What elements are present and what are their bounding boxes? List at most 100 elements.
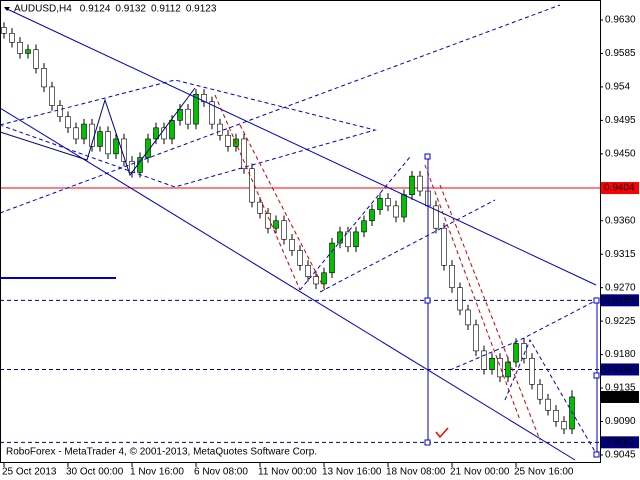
chart-title: AUDUSD,H4 — [14, 4, 72, 15]
candle-body — [505, 361, 511, 378]
channel-line — [319, 199, 496, 293]
candle-body — [73, 127, 79, 140]
x-tick-label: 1 Nov 16:00 — [130, 467, 184, 478]
candle-body — [489, 358, 495, 370]
plot-frame — [0, 0, 601, 463]
candle-body — [305, 265, 311, 277]
candle-body — [273, 220, 279, 229]
zigzag — [0, 87, 196, 177]
candle-body — [417, 175, 423, 192]
candle-body — [169, 120, 175, 140]
footer: RoboForex - MetaTrader 4, © 2001-2013, M… — [6, 447, 317, 458]
candle-body — [9, 33, 15, 43]
candle-body — [465, 309, 471, 326]
candle-body — [473, 324, 479, 352]
anchor — [424, 153, 431, 160]
candle-body — [409, 175, 415, 196]
level-label-bg — [601, 363, 639, 376]
level-label-bg — [601, 182, 639, 195]
red-channel — [239, 124, 326, 291]
candle-body — [249, 168, 255, 203]
candle-body — [25, 49, 31, 54]
trend-line — [0, 107, 576, 461]
y-tick-label: 0.9225 — [605, 316, 636, 327]
y-tick-label: 0.9630 — [605, 15, 636, 26]
candle-body — [441, 227, 447, 266]
candle-body — [393, 205, 399, 218]
candle-body — [57, 105, 63, 117]
candle-body — [457, 287, 463, 311]
candle-body — [41, 68, 47, 88]
candle-body — [217, 123, 223, 136]
y-tick-label: 0.9585 — [605, 48, 636, 59]
candle-body — [225, 134, 231, 147]
candle-body — [377, 198, 383, 210]
overlay: AUDUSD,H4 RoboForex - MetaTrader 4, © 20… — [4, 4, 317, 458]
level-label-bg — [601, 294, 639, 307]
candle-body — [537, 384, 543, 400]
anchor — [593, 372, 600, 379]
x-tick-label: 25 Oct 2013 — [2, 467, 57, 478]
x-tick-label: 25 Nov 16:00 — [514, 467, 574, 478]
candle-body — [481, 350, 487, 370]
anchor — [593, 297, 600, 304]
anchor — [593, 451, 600, 458]
candle-body — [521, 343, 527, 359]
red-channel — [214, 94, 301, 291]
candle-body — [81, 123, 87, 140]
level-label-bg — [601, 436, 639, 449]
candle-body — [17, 42, 23, 54]
candle-body — [329, 242, 335, 274]
x-tick-label: 21 Nov 00:00 — [450, 467, 510, 478]
header-value: 0.9112 — [151, 4, 181, 15]
candle-body — [241, 138, 247, 170]
level-label: 0.9062 — [604, 437, 635, 448]
candle-body — [49, 86, 55, 106]
y-tick-label: 0.9135 — [605, 383, 636, 394]
triangle — [0, 79, 377, 188]
candle-body — [345, 231, 351, 248]
level-label: 0.9253 — [604, 295, 635, 306]
candle-body — [177, 108, 183, 121]
candle-body — [193, 94, 199, 125]
level-label-bg — [601, 390, 639, 403]
menu-arrow — [4, 7, 10, 11]
candle-body — [353, 231, 359, 248]
channel-line — [504, 338, 598, 456]
trend-line — [4, 7, 597, 286]
x-tick-label: 13 Nov 16:00 — [322, 467, 382, 478]
candle-body — [33, 49, 39, 69]
check-mark — [435, 427, 449, 439]
candle-body — [105, 131, 111, 155]
x-tick-label: 18 Nov 08:00 — [386, 467, 446, 478]
y-tick-label: 0.9495 — [605, 115, 636, 126]
y-tick-label: 0.9360 — [605, 215, 636, 226]
candle-body — [297, 250, 303, 266]
candle-body — [369, 209, 375, 222]
x-tick-label: 11 Nov 00:00 — [258, 467, 317, 478]
red-channel — [424, 164, 521, 421]
y-tick-label: 0.9180 — [605, 349, 636, 360]
x-tick-label: 6 Nov 08:00 — [194, 467, 248, 478]
candle-body — [153, 127, 159, 140]
candle-body — [281, 220, 287, 240]
y-tick-label: 0.954 — [605, 82, 630, 93]
candle-body — [97, 131, 103, 147]
channel-line — [449, 299, 598, 371]
candle-body — [401, 194, 407, 218]
candle-body — [449, 265, 455, 288]
y-tick-label: 0.9090 — [605, 416, 636, 427]
y-tick-label: 0.9045 — [605, 450, 636, 461]
candle-body — [553, 410, 559, 422]
header-value: 0.9124 — [80, 4, 111, 15]
candle-body — [257, 201, 263, 214]
candle-body — [289, 239, 295, 251]
candle-body — [65, 116, 71, 129]
drawings — [0, 4, 600, 461]
y-tick-label: 0.9315 — [605, 249, 636, 260]
candle-body — [209, 101, 215, 125]
candle-body — [265, 213, 271, 229]
candle-body — [185, 108, 191, 125]
